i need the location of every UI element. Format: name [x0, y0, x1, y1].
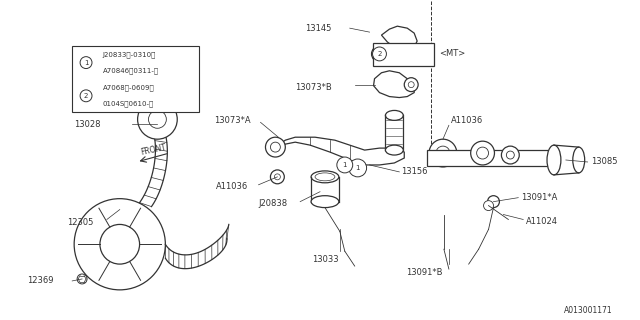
Text: A70846（0311-）: A70846（0311-）: [103, 68, 159, 74]
Text: A7068（-0609）: A7068（-0609）: [103, 84, 155, 91]
Text: 12369: 12369: [28, 276, 54, 285]
Text: 13073*B: 13073*B: [295, 83, 332, 92]
Text: 1: 1: [355, 165, 360, 171]
Circle shape: [376, 50, 383, 58]
Circle shape: [266, 137, 285, 157]
Text: FRONT: FRONT: [140, 143, 167, 157]
Ellipse shape: [315, 173, 335, 181]
Circle shape: [148, 110, 166, 128]
Circle shape: [477, 147, 488, 159]
Text: 12305: 12305: [67, 218, 93, 227]
Circle shape: [372, 46, 387, 62]
Text: 13156: 13156: [401, 167, 428, 176]
Ellipse shape: [385, 110, 403, 120]
Text: 13091*B: 13091*B: [406, 268, 442, 276]
Polygon shape: [381, 26, 417, 49]
Text: A013001171: A013001171: [564, 306, 612, 315]
Ellipse shape: [311, 171, 339, 183]
Circle shape: [506, 151, 515, 159]
Text: 13091*A: 13091*A: [521, 193, 557, 202]
Circle shape: [429, 139, 457, 167]
Text: 1: 1: [84, 60, 88, 66]
Text: A11024: A11024: [526, 217, 558, 226]
Circle shape: [470, 141, 495, 165]
Circle shape: [271, 142, 280, 152]
Polygon shape: [278, 137, 404, 165]
Ellipse shape: [547, 145, 561, 175]
Circle shape: [138, 100, 177, 139]
Circle shape: [271, 170, 284, 184]
Circle shape: [275, 174, 280, 180]
Circle shape: [484, 201, 493, 211]
Text: <MT>: <MT>: [439, 49, 465, 59]
Circle shape: [100, 224, 140, 264]
Polygon shape: [374, 71, 414, 98]
Text: A11036: A11036: [451, 116, 483, 125]
Polygon shape: [427, 150, 553, 166]
Circle shape: [74, 199, 165, 290]
Bar: [72, 46, 199, 112]
Text: 13145: 13145: [305, 24, 332, 33]
Text: A11036: A11036: [216, 182, 248, 191]
Text: 13028: 13028: [74, 120, 100, 129]
Circle shape: [372, 47, 387, 61]
Ellipse shape: [311, 196, 339, 208]
Text: 13073*A: 13073*A: [214, 116, 250, 125]
Circle shape: [337, 157, 353, 173]
Circle shape: [80, 57, 92, 68]
Text: J20838: J20838: [259, 199, 287, 208]
Circle shape: [488, 196, 499, 208]
Text: 1: 1: [342, 162, 347, 168]
Circle shape: [349, 159, 367, 177]
Circle shape: [436, 146, 450, 160]
Circle shape: [77, 274, 87, 284]
Circle shape: [501, 146, 519, 164]
Text: 0104S（0610-）: 0104S（0610-）: [103, 101, 154, 108]
Ellipse shape: [385, 145, 403, 155]
Ellipse shape: [573, 147, 585, 173]
Text: 2: 2: [378, 51, 381, 57]
Text: 2: 2: [84, 93, 88, 99]
Circle shape: [408, 82, 414, 88]
Bar: [372, 43, 434, 66]
Text: 13085: 13085: [591, 157, 617, 166]
Circle shape: [404, 78, 418, 92]
Text: 13033: 13033: [312, 255, 339, 264]
Text: J20833（-0310）: J20833（-0310）: [103, 51, 156, 58]
Circle shape: [80, 90, 92, 102]
